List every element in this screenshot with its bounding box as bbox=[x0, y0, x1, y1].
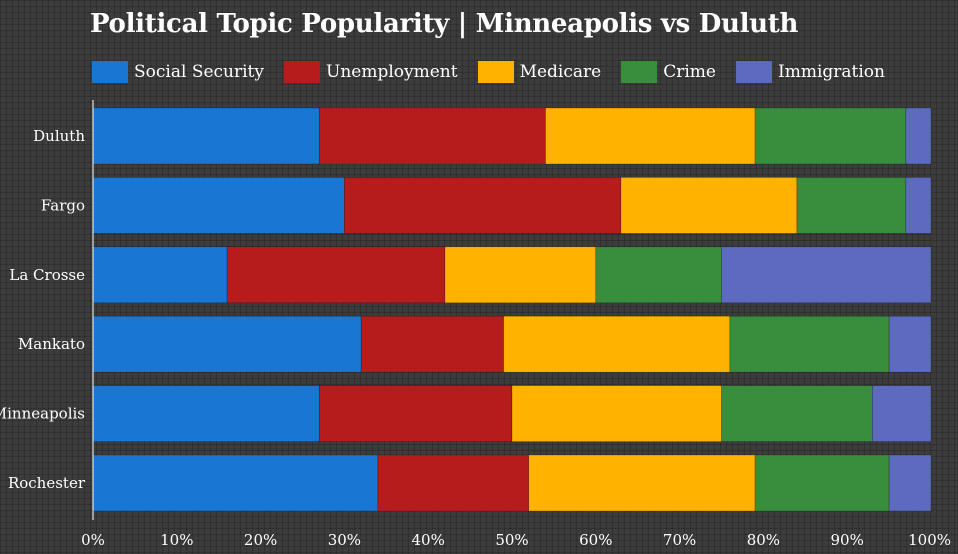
bar-duluth-social-security bbox=[92, 107, 320, 165]
legend-swatch bbox=[477, 61, 514, 83]
bar-mankato-unemployment bbox=[360, 315, 504, 373]
bar-mankato-crime bbox=[729, 315, 890, 373]
legend-item-unemployment: Unemployment bbox=[284, 61, 458, 83]
bar-duluth-crime bbox=[754, 107, 907, 165]
x-tick-label: 20% bbox=[244, 531, 277, 549]
bar-la-crosse-social-security bbox=[92, 246, 228, 304]
bar-la-crosse-crime bbox=[595, 246, 722, 304]
bar-fargo-immigration bbox=[905, 177, 932, 234]
y-tick-label: Duluth bbox=[33, 127, 85, 145]
chart-legend: Social Security Unemployment Medicare Crime… bbox=[92, 60, 905, 84]
legend-item-medicare: Medicare bbox=[477, 61, 602, 83]
bar-duluth-immigration bbox=[905, 107, 932, 165]
x-tick-label: 0% bbox=[81, 531, 105, 549]
x-axis-labels: 0% 10% 20% 30% 40% 50% 60% 70% 80% 90% 100% bbox=[81, 531, 951, 549]
bar-mankato-medicare bbox=[503, 315, 731, 373]
x-tick-label: 60% bbox=[579, 531, 612, 549]
x-tick-label: 70% bbox=[663, 531, 696, 549]
bar-minneapolis-immigration bbox=[872, 385, 932, 442]
y-tick-label: Minneapolis bbox=[0, 405, 85, 423]
bar-series-group bbox=[92, 107, 932, 512]
x-tick-label: 90% bbox=[831, 531, 864, 549]
bar-duluth-unemployment bbox=[318, 107, 546, 165]
legend-label: Crime bbox=[663, 62, 716, 82]
bar-la-crosse-medicare bbox=[444, 246, 597, 304]
bar-fargo-medicare bbox=[620, 177, 798, 234]
x-tick-label: 100% bbox=[908, 531, 951, 549]
x-tick-label: 40% bbox=[412, 531, 445, 549]
bar-rochester-medicare bbox=[528, 454, 756, 512]
x-tick-label: 10% bbox=[160, 531, 193, 549]
bar-rochester-crime bbox=[754, 454, 890, 512]
bar-duluth-medicare bbox=[545, 107, 756, 165]
legend-swatch bbox=[735, 61, 772, 83]
legend-label: Unemployment bbox=[326, 62, 458, 82]
bar-minneapolis-unemployment bbox=[318, 385, 513, 442]
x-tick-label: 50% bbox=[495, 531, 528, 549]
y-tick-label: Fargo bbox=[41, 196, 85, 214]
y-tick-label: Mankato bbox=[18, 335, 85, 353]
chart-title: Political Topic Popularity | Minneapolis… bbox=[90, 9, 799, 39]
bar-fargo-social-security bbox=[92, 177, 345, 234]
bar-mankato-social-security bbox=[92, 315, 362, 373]
y-tick-label: La Crosse bbox=[9, 266, 85, 284]
legend-item-immigration: Immigration bbox=[735, 61, 885, 83]
legend-label: Medicare bbox=[519, 62, 602, 82]
legend-item-social-security: Social Security bbox=[92, 61, 264, 83]
bar-la-crosse-unemployment bbox=[226, 246, 446, 304]
legend-swatch bbox=[284, 61, 320, 83]
bar-fargo-unemployment bbox=[344, 177, 622, 234]
bar-minneapolis-crime bbox=[721, 385, 873, 442]
bar-minneapolis-social-security bbox=[92, 385, 320, 442]
legend-swatch bbox=[92, 61, 128, 83]
bar-mankato-immigration bbox=[888, 315, 932, 373]
bar-la-crosse-immigration bbox=[721, 246, 932, 304]
bar-fargo-crime bbox=[796, 177, 907, 234]
legend-swatch bbox=[621, 61, 658, 83]
bar-rochester-unemployment bbox=[377, 454, 530, 512]
legend-label: Immigration bbox=[777, 62, 885, 82]
bar-rochester-immigration bbox=[888, 454, 932, 512]
bar-rochester-social-security bbox=[92, 454, 379, 512]
legend-item-crime: Crime bbox=[621, 61, 716, 83]
y-axis-labels: Duluth Fargo La Crosse Mankato Minneapolis Ro… bbox=[0, 127, 86, 492]
legend-label: Social Security bbox=[134, 62, 264, 82]
x-tick-label: 30% bbox=[328, 531, 361, 549]
y-tick-label: Rochester bbox=[8, 474, 86, 492]
x-tick-label: 80% bbox=[747, 531, 780, 549]
bar-minneapolis-medicare bbox=[511, 385, 722, 442]
